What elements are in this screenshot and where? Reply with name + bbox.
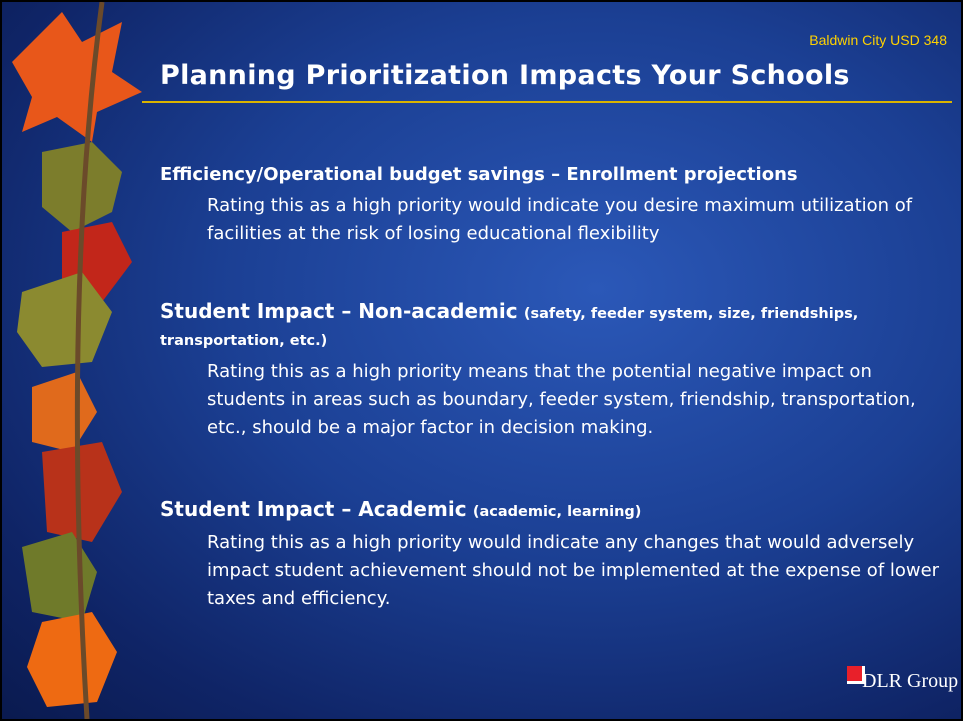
leaf-decoration: [2, 2, 152, 719]
section-body: Rating this as a high priority would ind…: [207, 192, 952, 248]
heading-text: Student Impact – Non-academic: [160, 299, 518, 323]
section-body: Rating this as a high priority would ind…: [207, 529, 952, 613]
title-rule: [142, 101, 952, 103]
section-heading: Student Impact – Non-academic (safety, f…: [160, 298, 950, 354]
section: Student Impact – Non-academic (safety, f…: [160, 298, 950, 442]
heading-text: Student Impact – Academic: [160, 497, 467, 521]
section: Student Impact – Academic (academic, lea…: [160, 496, 950, 613]
organization: Baldwin City USD 348: [809, 32, 947, 48]
section-body: Rating this as a high priority means tha…: [207, 358, 952, 442]
section-heading: Student Impact – Academic (academic, lea…: [160, 496, 950, 525]
slide-title: Planning Prioritization Impacts Your Sch…: [160, 60, 850, 91]
heading-qualifier: (academic, learning): [473, 504, 642, 520]
logo: DLR Group: [862, 670, 958, 693]
slide: Baldwin City USD 348 Planning Prioritiza…: [0, 0, 963, 721]
section: Efficiency/Operational budget savings – …: [160, 162, 950, 248]
section-heading: Efficiency/Operational budget savings – …: [160, 162, 950, 188]
